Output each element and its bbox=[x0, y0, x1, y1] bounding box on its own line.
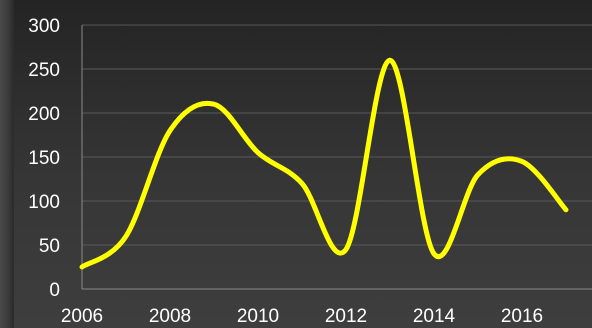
series-layer bbox=[79, 57, 569, 270]
y-tick-label: 300 bbox=[28, 16, 60, 37]
series-line-0 bbox=[79, 57, 569, 270]
y-tick-label: 100 bbox=[28, 192, 60, 213]
y-tick-label: 250 bbox=[28, 60, 60, 81]
y-tick-label: 0 bbox=[49, 280, 60, 301]
y-tick-label: 200 bbox=[28, 104, 60, 125]
x-tick-label: 2008 bbox=[149, 306, 191, 327]
y-axis-ticks: 0 50 100 150 200 250 300 bbox=[28, 16, 60, 301]
x-tick-label: 2016 bbox=[501, 306, 543, 327]
x-axis-ticks: 2006 2008 2010 2012 2014 2016 bbox=[61, 306, 543, 327]
axes bbox=[81, 25, 592, 290]
x-tick-label: 2012 bbox=[325, 306, 367, 327]
x-tick-label: 2010 bbox=[237, 306, 279, 327]
left-edge-strip bbox=[0, 0, 14, 328]
y-tick-label: 50 bbox=[39, 236, 60, 257]
gridlines bbox=[82, 24, 592, 246]
y-tick-label: 150 bbox=[28, 148, 60, 169]
x-tick-label: 2006 bbox=[61, 306, 103, 327]
x-tick-label: 2014 bbox=[413, 306, 456, 327]
